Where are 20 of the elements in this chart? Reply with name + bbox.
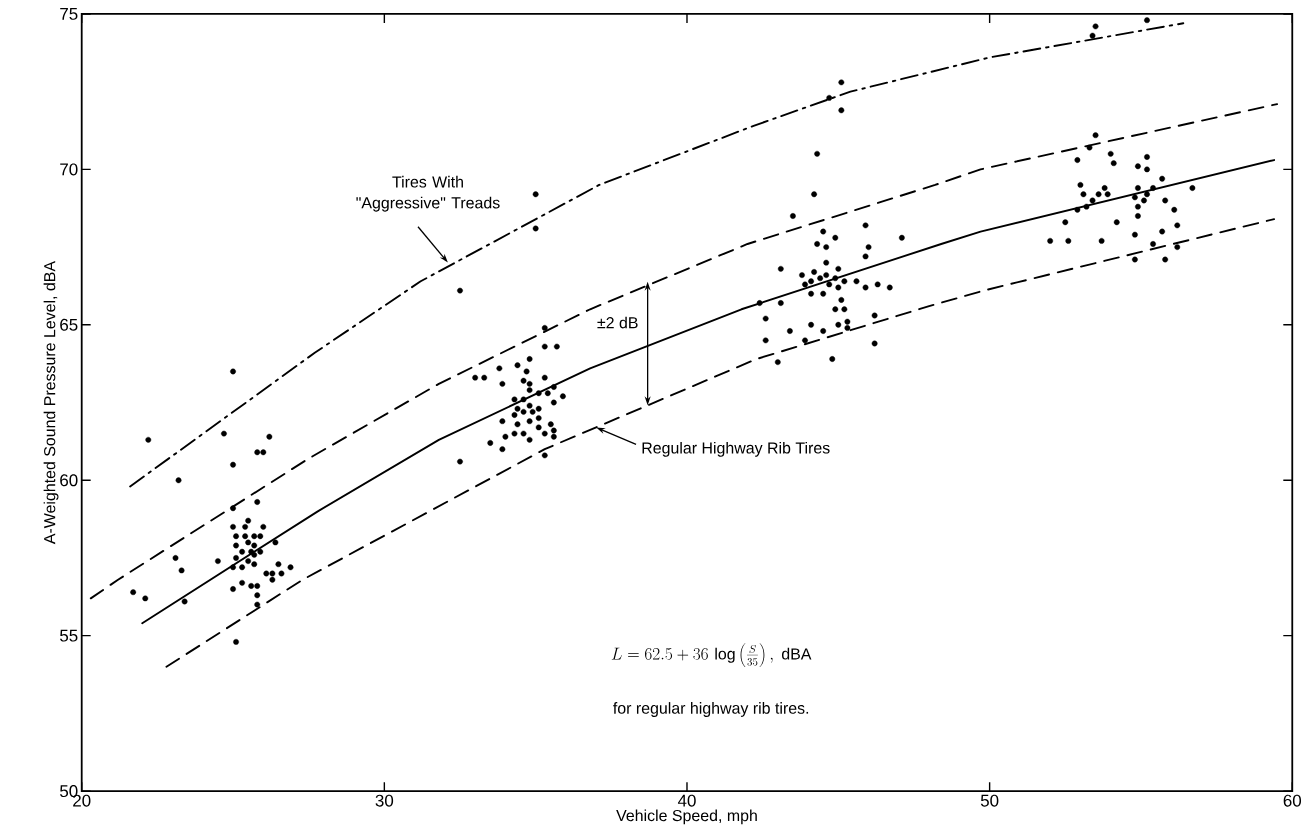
annotation: Tires With "Aggressive" Treads	[356, 175, 500, 212]
x-tick-label: 40	[677, 794, 696, 807]
annotation: for regular highway rib tires.	[613, 702, 809, 717]
annotation: ±2 dB	[597, 316, 638, 329]
line-series	[129, 22, 1185, 488]
y-tick-label: 70	[60, 163, 78, 176]
x-axis-title: Vehicle Speed, mph	[616, 809, 757, 825]
annotation: Regular Highway Rib Tires	[642, 441, 830, 457]
line-series	[165, 218, 1276, 668]
y-tick-label: 60	[60, 474, 78, 487]
y-tick-label: 75	[60, 8, 78, 20]
x-tick-label: 30	[375, 794, 394, 807]
x-tick-label: 50	[980, 794, 999, 807]
y-axis-title: A-Weighted Sound Pressure Level, dBA	[43, 260, 59, 545]
y-tick-label: 65	[60, 318, 78, 331]
line-series	[141, 159, 1276, 625]
y-tick-label: 55	[60, 629, 78, 642]
annotation: $L = 62.5 + 36\,\log\left(\frac{S}{35}\right)\mathrm{,\ dBA}$	[611, 643, 812, 668]
line-series	[89, 103, 1279, 600]
x-tick-label: 60	[1283, 794, 1302, 807]
